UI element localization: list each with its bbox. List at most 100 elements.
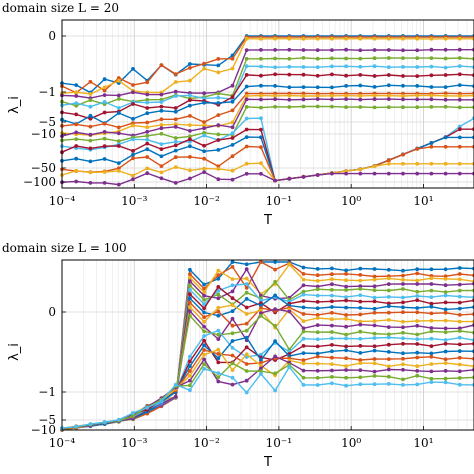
x-tick-label: 10⁻³ [121,436,148,450]
data-point [301,375,306,380]
series-line [61,36,474,94]
data-point [273,354,277,359]
data-point [230,316,235,321]
data-point [358,73,363,77]
panel-l100: domain size L = 100 10⁻⁴ 10⁻³ 10⁻² 10⁻¹ 10⁰ 1… [2,241,474,470]
data-point [216,288,221,293]
data-point [188,296,192,301]
series-line [61,65,474,109]
data-point [358,56,363,61]
data-point [259,116,263,121]
data-point [330,48,334,52]
data-point [301,37,306,41]
data-point [202,320,207,324]
data-point [202,338,207,343]
series-line [61,57,474,107]
data-point [131,173,135,178]
data-point [188,66,192,70]
data-point [330,323,334,328]
data-point [330,349,334,354]
panel-l20: domain size L = 20 10⁻⁴ 10⁻³ 10⁻² 10⁻¹ 10⁰ 10… [2,1,474,228]
data-point [344,316,348,321]
data-point [88,181,93,185]
data-point [230,361,235,366]
data-point [301,48,306,52]
series-group [60,260,474,432]
data-point [429,304,434,309]
data-point [301,265,306,270]
data-point [188,155,192,159]
y-tick-label: −1 [38,85,56,99]
data-point [358,284,363,289]
data-point [202,120,207,124]
data-point [457,282,462,287]
data-point [188,267,192,272]
data-point [159,154,164,159]
series-line [61,73,474,120]
data-point [159,399,164,404]
data-point [287,105,292,109]
data-point [145,155,150,159]
y-tick-label: −50 [31,161,56,175]
data-point [443,274,448,279]
data-point [216,360,221,365]
data-point [173,136,178,140]
data-point [202,61,207,66]
data-point [344,288,348,292]
data-point [202,156,207,161]
data-point [386,374,391,379]
data-point [415,282,420,286]
data-point [188,62,192,66]
data-point [344,278,348,283]
data-point [429,318,434,323]
data-point [372,277,377,282]
data-point [457,56,462,60]
data-point [88,170,93,175]
data-point [216,148,221,152]
data-point [188,383,192,388]
data-point [259,260,263,264]
data-point [386,301,391,306]
data-point [429,301,434,306]
data-point [273,56,277,61]
data-point [301,292,306,297]
data-point [330,36,334,41]
data-point [372,97,377,102]
data-point [188,98,192,102]
data-point [415,84,420,88]
data-point [457,94,462,98]
data-point [301,344,306,348]
data-point [315,65,320,70]
data-point [173,117,178,122]
data-point [230,66,235,71]
data-point [188,313,192,318]
data-point [259,64,263,69]
data-point [301,175,306,179]
data-point [330,336,334,341]
data-point [415,382,420,387]
data-point [301,104,306,109]
data-point [372,374,377,378]
data-point [273,84,277,88]
data-point [131,123,135,128]
data-point [244,48,249,52]
data-point [74,103,79,108]
data-point [415,48,420,53]
x-axis-label: T [263,213,272,228]
data-point [401,300,405,305]
data-point [88,159,93,164]
data-point [188,176,192,181]
data-point [386,282,391,286]
data-point [244,127,249,132]
data-point [358,382,363,387]
data-point [88,146,93,151]
data-point [372,382,377,387]
y-tick-label: −100 [23,175,56,189]
data-point [287,97,292,102]
data-point [401,319,405,324]
data-point [401,94,405,98]
data-point [457,83,462,87]
data-point [216,95,221,100]
data-point [131,137,135,142]
data-point [301,272,306,276]
